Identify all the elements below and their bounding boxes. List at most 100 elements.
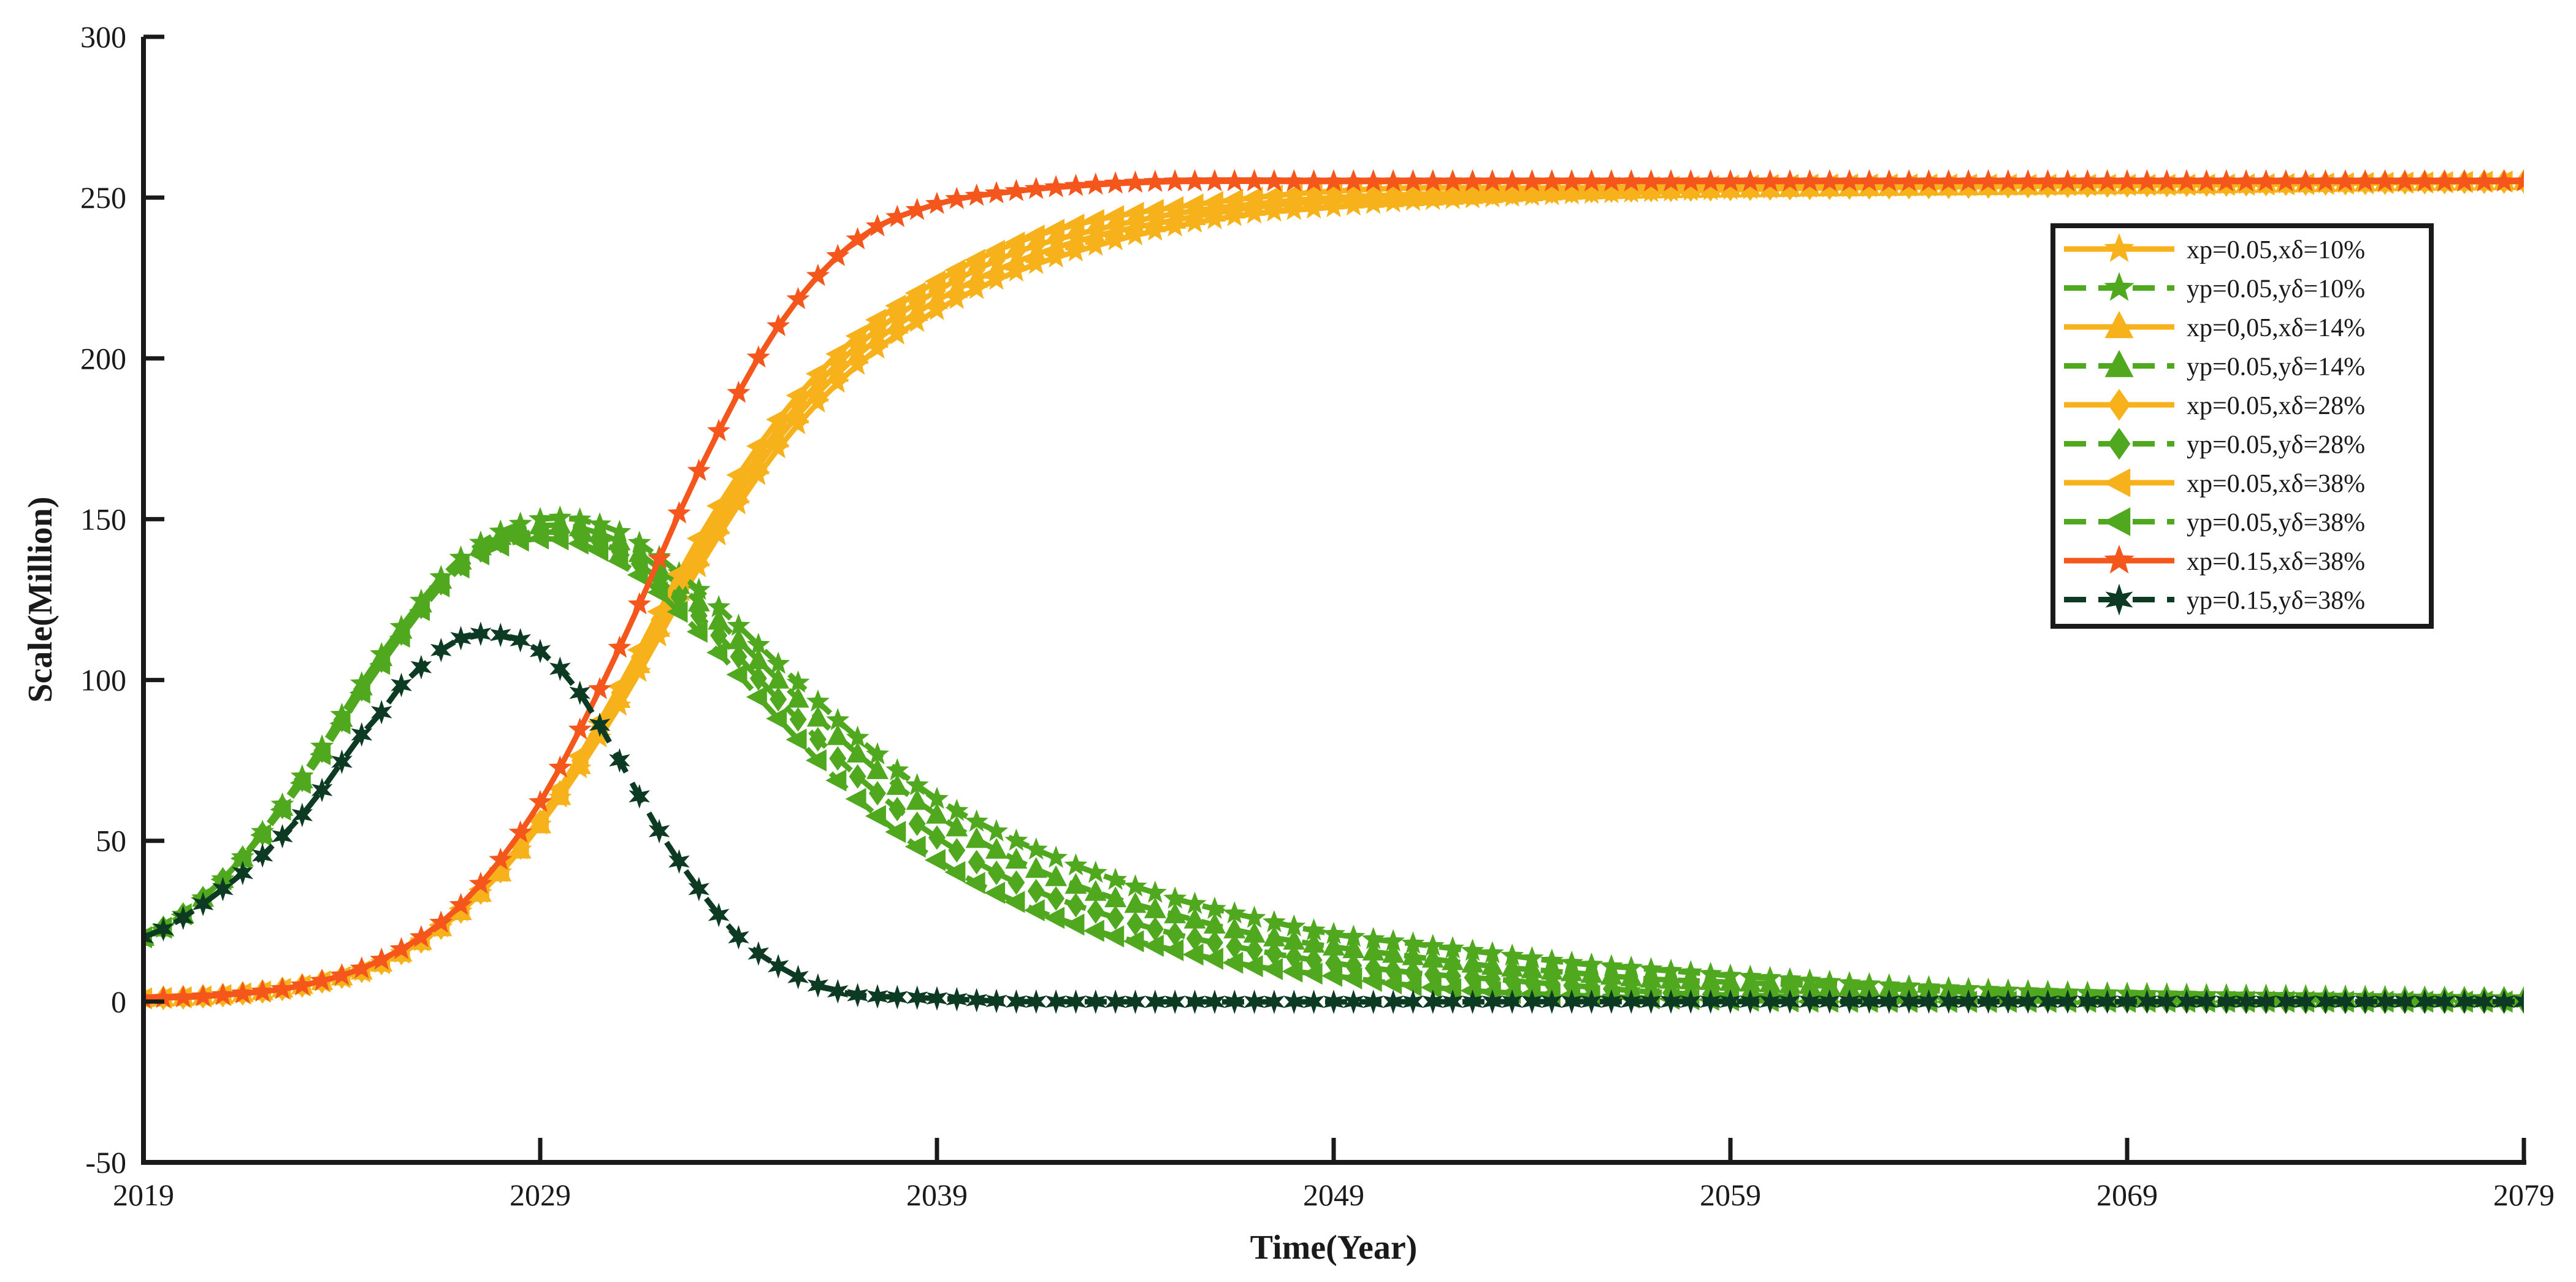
series-8-point-12 (349, 681, 370, 704)
series-2-point-35 (806, 689, 830, 712)
series-10-point-116 (2414, 989, 2436, 1014)
legend-swatch-marker-8 (2103, 507, 2131, 536)
series-4-point-30 (708, 608, 730, 630)
series-10-point-114 (2374, 989, 2396, 1014)
series-9-point-93 (1957, 169, 1981, 192)
series-4-point-42 (946, 815, 968, 837)
series-10-point-6 (232, 861, 254, 886)
series-9-point-83 (1758, 169, 1782, 192)
series-10-point-66 (1422, 989, 1444, 1015)
series-1-point-47 (1044, 245, 1068, 267)
series-8-point-49 (1083, 919, 1104, 942)
series-6-point-50 (1107, 905, 1125, 931)
series-4-point-53 (1164, 902, 1187, 924)
series-2-point-62 (1342, 924, 1366, 947)
series-9-point-46 (1024, 177, 1048, 199)
series-10-point-85 (1799, 989, 1821, 1014)
series-9-point-14 (389, 937, 413, 959)
series-9-point-48 (1064, 174, 1088, 196)
series-4-point-49 (1084, 880, 1107, 901)
x-axis-title: Time(Year) (1250, 1229, 1418, 1267)
series-10-point-9 (291, 802, 313, 827)
legend-label-6: yp=0.05,yδ=28% (2187, 431, 2365, 459)
series-8-point-29 (686, 620, 708, 643)
series-8-point-63 (1361, 970, 1382, 992)
series-10-point-88 (1859, 989, 1880, 1014)
series-9-point-34 (786, 286, 810, 309)
series-9-point-117 (2433, 169, 2456, 192)
series-9-point-66 (1421, 169, 1445, 192)
series-6-point-32 (749, 666, 767, 691)
series-6-point-33 (770, 687, 787, 712)
series-8-point-61 (1321, 964, 1342, 987)
series-4-point-55 (1203, 913, 1226, 934)
series-8-point-22 (548, 528, 569, 551)
series-8-point-11 (329, 712, 351, 735)
series-10-point-50 (1104, 989, 1126, 1015)
series-4-point-82 (1739, 970, 1762, 992)
series-4-point-81 (1719, 970, 1741, 991)
series-6-point-49 (1087, 899, 1104, 924)
series-9-point-91 (1917, 169, 1941, 192)
series-4-point-52 (1144, 897, 1166, 918)
series-6-point-38 (868, 781, 886, 806)
series-10-point-15 (410, 654, 432, 680)
series-10-point-79 (1680, 989, 1702, 1014)
series-10 (143, 621, 2524, 1015)
series-9-point-37 (846, 227, 869, 250)
series-9-point-76 (1619, 169, 1643, 192)
series-4-point-65 (1402, 944, 1424, 965)
series-4-point-57 (1243, 921, 1266, 943)
series-4-point-78 (1659, 967, 1682, 989)
series-10-point-33 (767, 954, 789, 979)
series-10-point-13 (370, 700, 392, 724)
series-9-point-7 (251, 979, 275, 1002)
series-2-point-60 (1302, 918, 1326, 941)
series-10-point-37 (847, 983, 868, 1008)
series-10-point-92 (1938, 989, 1960, 1014)
series-10-point-19 (490, 623, 511, 648)
series-9-point-29 (687, 458, 711, 481)
series-9-point-36 (826, 244, 850, 266)
series-9-point-35 (806, 263, 830, 286)
series-6-point-55 (1206, 930, 1223, 955)
series-2-point-43 (965, 809, 988, 832)
series-2-point-49 (1084, 861, 1107, 883)
series-4-point-43 (965, 827, 988, 848)
series-9-point-111 (2314, 169, 2337, 192)
series-4-point-62 (1342, 937, 1365, 959)
series-10-point-69 (1481, 989, 1504, 1015)
series-6-point-39 (889, 796, 906, 821)
series-9-point-57 (1242, 169, 1266, 191)
series-7-point-47 (1044, 218, 1065, 241)
series-10-point-61 (1323, 989, 1345, 1015)
series-2-point-70 (1500, 943, 1524, 966)
legend-label-10: yp=0.15,yδ=38% (2187, 587, 2365, 615)
series-9-point-58 (1262, 169, 1286, 191)
series-8-point-15 (408, 599, 430, 621)
series-8-point-33 (766, 707, 787, 730)
series-2-point-46 (1024, 837, 1048, 860)
series-10-point-117 (2434, 989, 2455, 1014)
series-8-point-47 (1044, 907, 1065, 929)
series-4-point-41 (926, 802, 948, 824)
series-8-point-54 (1182, 943, 1204, 966)
series-10-point-24 (589, 712, 611, 737)
series-2-point-50 (1104, 867, 1128, 890)
series-9-point-43 (965, 183, 988, 206)
series-10-point-93 (1957, 989, 1979, 1014)
series-9-point-80 (1699, 169, 1722, 192)
series-10-point-2 (153, 916, 174, 942)
series-2-point-55 (1202, 896, 1226, 919)
series-8-point-68 (1460, 979, 1481, 1002)
series-10-point-90 (1898, 989, 1920, 1014)
series-1-point-30 (707, 523, 731, 546)
series-7-point-28 (667, 562, 688, 585)
series-10-point-63 (1363, 989, 1384, 1015)
series-7-point-27 (647, 601, 668, 623)
series-9-point-61 (1322, 169, 1345, 192)
series-9-point-10 (310, 969, 334, 991)
series-10-point-26 (629, 784, 651, 809)
series-10-point-91 (1918, 989, 1940, 1014)
